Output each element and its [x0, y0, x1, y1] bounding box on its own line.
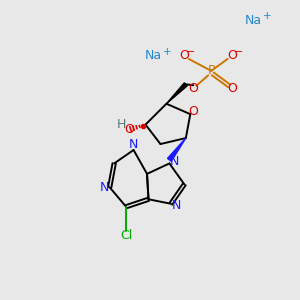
- Text: P: P: [208, 64, 215, 77]
- Text: N: N: [170, 155, 179, 168]
- Text: +: +: [163, 47, 172, 57]
- Text: N: N: [100, 181, 109, 194]
- Text: −: −: [186, 47, 196, 57]
- Text: O: O: [124, 123, 134, 136]
- Text: H: H: [117, 118, 126, 131]
- Text: O: O: [188, 105, 198, 118]
- Text: Cl: Cl: [120, 229, 132, 242]
- Polygon shape: [167, 138, 186, 161]
- Text: +: +: [263, 11, 272, 21]
- Text: Na: Na: [144, 50, 161, 62]
- Text: Na: Na: [244, 14, 262, 27]
- Text: −: −: [234, 47, 243, 57]
- Text: O: O: [227, 82, 237, 95]
- Text: N: N: [171, 199, 181, 212]
- Text: N: N: [129, 138, 138, 152]
- Polygon shape: [167, 83, 187, 104]
- Text: O: O: [188, 82, 198, 95]
- Text: O: O: [227, 50, 237, 62]
- Text: O: O: [179, 50, 189, 62]
